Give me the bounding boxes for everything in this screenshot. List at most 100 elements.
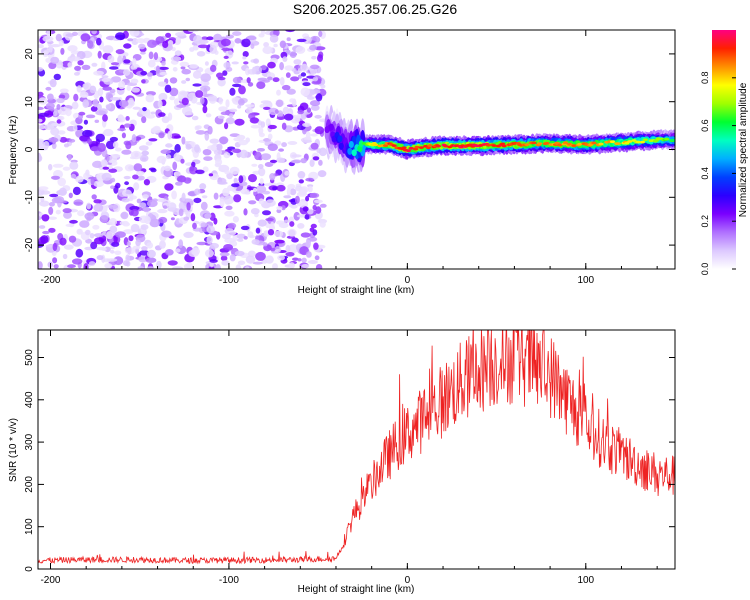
noise-blob — [115, 49, 125, 55]
noise-blob — [132, 245, 141, 250]
noise-blob — [180, 66, 186, 70]
noise-blob — [272, 77, 280, 83]
noise-blob — [146, 266, 155, 269]
noise-blob — [85, 114, 96, 119]
noise-blob — [183, 231, 194, 238]
noise-blob — [135, 239, 141, 247]
signal-ridge — [324, 105, 675, 175]
noise-blob — [117, 55, 123, 65]
noise-blob — [68, 192, 73, 199]
colorbar-label: Normalized spectral amplitude — [738, 82, 749, 217]
noise-blob — [86, 202, 92, 210]
noise-blob — [295, 46, 306, 54]
noise-blob — [200, 222, 208, 228]
noise-blob — [195, 130, 206, 135]
noise-blob — [90, 176, 95, 186]
noise-blob — [173, 171, 181, 177]
ridge-cell — [591, 141, 597, 145]
noise-blob — [58, 187, 67, 196]
noise-blob — [68, 235, 77, 243]
noise-blob — [193, 197, 202, 204]
noise-blob — [199, 183, 207, 190]
noise-blob — [40, 235, 49, 244]
noise-blob — [250, 43, 255, 49]
noise-blob — [141, 79, 146, 84]
spectrogram-x-tick-label: 0 — [405, 275, 411, 286]
ridge-cell — [635, 140, 641, 144]
noise-blob — [93, 199, 102, 204]
noise-blob — [164, 183, 174, 191]
noise-blob — [296, 38, 307, 43]
noise-blob — [62, 208, 72, 214]
noise-blob — [126, 241, 131, 247]
noise-blob — [188, 94, 193, 102]
noise-blob — [309, 44, 317, 51]
noise-blob — [258, 132, 265, 138]
noise-blob — [104, 246, 111, 253]
noise-blob — [53, 264, 59, 269]
noise-blob — [209, 242, 219, 249]
noise-blob — [185, 77, 191, 82]
noise-blob — [97, 50, 102, 59]
noise-blob — [45, 86, 52, 91]
noise-blob — [137, 266, 144, 269]
noise-blob — [224, 122, 229, 130]
noise-blob — [225, 34, 234, 39]
noise-blob — [73, 124, 78, 132]
snr-x-label: Height of straight line (km) — [298, 584, 415, 595]
noise-blob — [301, 257, 307, 263]
noise-blob — [170, 56, 182, 62]
noise-blob — [77, 210, 85, 217]
noise-blob — [71, 31, 78, 36]
noise-blob — [285, 244, 291, 253]
noise-blob — [145, 94, 155, 103]
noise-blob — [284, 113, 294, 121]
noise-blob — [302, 36, 312, 44]
noise-blob — [93, 203, 104, 212]
noise-blob — [129, 156, 136, 160]
noise-blob — [140, 70, 148, 76]
noise-blob — [157, 81, 167, 87]
noise-blob — [161, 116, 170, 124]
noise-blob — [56, 97, 65, 104]
noise-blob — [289, 188, 297, 196]
noise-blob — [89, 233, 95, 239]
ridge-cell — [557, 143, 563, 147]
noise-blob — [67, 62, 73, 68]
colorbar-tick-label: 0.8 — [700, 72, 710, 85]
noise-blob — [307, 185, 313, 193]
noise-blob — [232, 83, 242, 88]
noise-blob — [286, 88, 296, 95]
noise-blob — [158, 66, 169, 70]
noise-blob — [253, 58, 260, 64]
snr-content — [38, 330, 675, 565]
noise-blob — [130, 64, 138, 70]
noise-blob — [138, 202, 147, 209]
noise-blob — [89, 85, 97, 94]
noise-blob — [277, 255, 285, 261]
noise-blob — [313, 199, 323, 204]
noise-blob — [101, 159, 108, 166]
noise-blob — [128, 235, 134, 242]
noise-blob — [133, 163, 143, 172]
noise-blob — [56, 119, 62, 124]
noise-blob — [242, 51, 249, 58]
noise-blob — [265, 199, 276, 207]
noise-blob — [92, 160, 103, 168]
noise-blob — [117, 116, 126, 123]
noise-blob — [95, 133, 106, 143]
noise-blob — [38, 186, 49, 191]
ridge-cell — [524, 143, 530, 147]
noise-blob — [38, 140, 45, 148]
noise-blob — [269, 34, 279, 43]
noise-blob — [81, 64, 91, 70]
noise-blob — [101, 77, 111, 83]
noise-blob — [48, 44, 53, 53]
noise-blob — [110, 76, 122, 83]
noise-blob — [294, 195, 300, 204]
noise-blob — [314, 126, 325, 135]
noise-blob — [291, 237, 299, 243]
noise-blob — [223, 244, 234, 251]
noise-blob — [264, 183, 272, 187]
noise-blob — [114, 147, 122, 152]
